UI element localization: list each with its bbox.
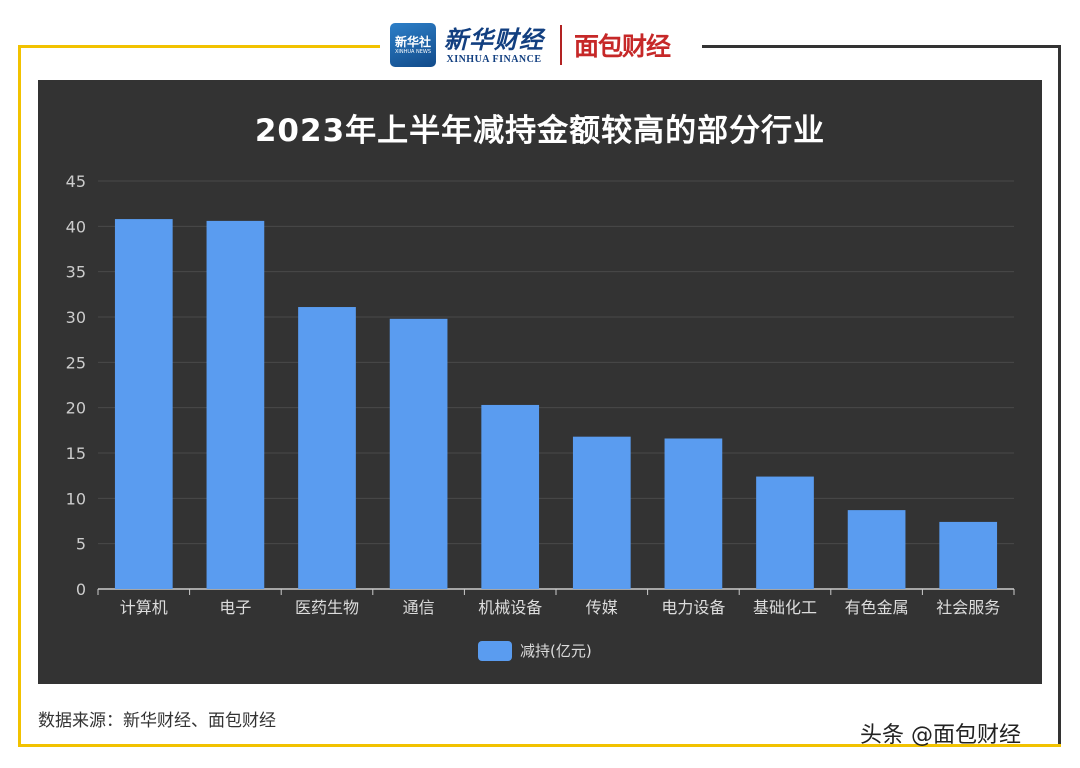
chart-legend[interactable]: 减持(亿元): [478, 640, 592, 661]
frame-bottom: [18, 744, 1061, 747]
bar-chart: 0 5 10 15 20 25 30 35 40 45 计算机 电子 医药生物 通信 机械设备 传媒 电力设备 基…: [66, 172, 1015, 617]
logo-divider: [560, 25, 562, 65]
bar: [298, 307, 356, 589]
xinhua-badge-cn: 新华社: [394, 34, 431, 49]
y-tick-label: 5: [76, 535, 86, 554]
frame-right: [1058, 45, 1061, 745]
bar: [114, 219, 173, 589]
bar: [756, 476, 814, 589]
y-tick-label: 15: [66, 444, 86, 463]
frame-left: [18, 45, 21, 745]
xinhua-finance-en: XINHUA FINANCE: [446, 53, 542, 65]
bar: [939, 521, 998, 589]
x-tick-label: 医药生物: [295, 598, 359, 617]
bar: [206, 220, 265, 590]
bar: [389, 318, 448, 589]
bar: [481, 404, 540, 589]
y-tick-label: 35: [66, 263, 86, 282]
xinhua-news-badge: 新华社 XINHUA NEWS: [390, 23, 436, 67]
x-tick-label: 计算机: [120, 598, 168, 617]
y-tick-label: 0: [76, 580, 86, 599]
mianbao-logo: 面包财经: [574, 32, 671, 61]
chart-title: 2023年上半年减持金额较高的部分行业: [254, 113, 826, 149]
frame-top-right: [702, 45, 1060, 48]
legend-swatch: [478, 640, 512, 661]
x-tick-label: 电力设备: [661, 598, 725, 617]
y-tick-label: 20: [66, 399, 86, 418]
toutiao-watermark: 头条 @面包财经: [860, 723, 1021, 748]
xinhua-finance-cn: 新华财经: [444, 24, 544, 54]
bar: [847, 510, 906, 589]
x-tick-label: 社会服务: [936, 598, 1000, 617]
x-tick-label: 基础化工: [753, 598, 817, 617]
bar: [572, 436, 631, 589]
frame-top-left: [18, 45, 380, 48]
y-tick-label: 40: [66, 217, 86, 236]
x-tick-label: 有色金属: [845, 598, 909, 617]
y-tick-label: 25: [66, 353, 86, 372]
data-source-note: 数据来源：新华财经、面包财经: [38, 711, 276, 731]
y-tick-label: 30: [66, 308, 86, 327]
y-tick-label: 10: [66, 489, 86, 508]
legend-label: 减持(亿元): [520, 642, 592, 660]
x-tick-label: 机械设备: [478, 598, 542, 617]
chart-panel: 2023年上半年减持金额较高的部分行业 0 5 10 15 20 25 30 35 40 45 计算…: [38, 80, 1042, 684]
xinhua-finance-logo: 新华财经 XINHUA FINANCE: [444, 24, 544, 65]
header-logos: 新华社 XINHUA NEWS 新华财经 XINHUA FINANCE 面包财经: [390, 18, 671, 72]
bar: [664, 438, 723, 589]
x-tick-label: 传媒: [586, 598, 618, 617]
xinhua-badge-en: XINHUA NEWS: [394, 48, 432, 55]
x-tick-label: 通信: [403, 598, 435, 617]
x-tick-label: 电子: [219, 598, 251, 617]
y-tick-label: 45: [66, 172, 86, 191]
